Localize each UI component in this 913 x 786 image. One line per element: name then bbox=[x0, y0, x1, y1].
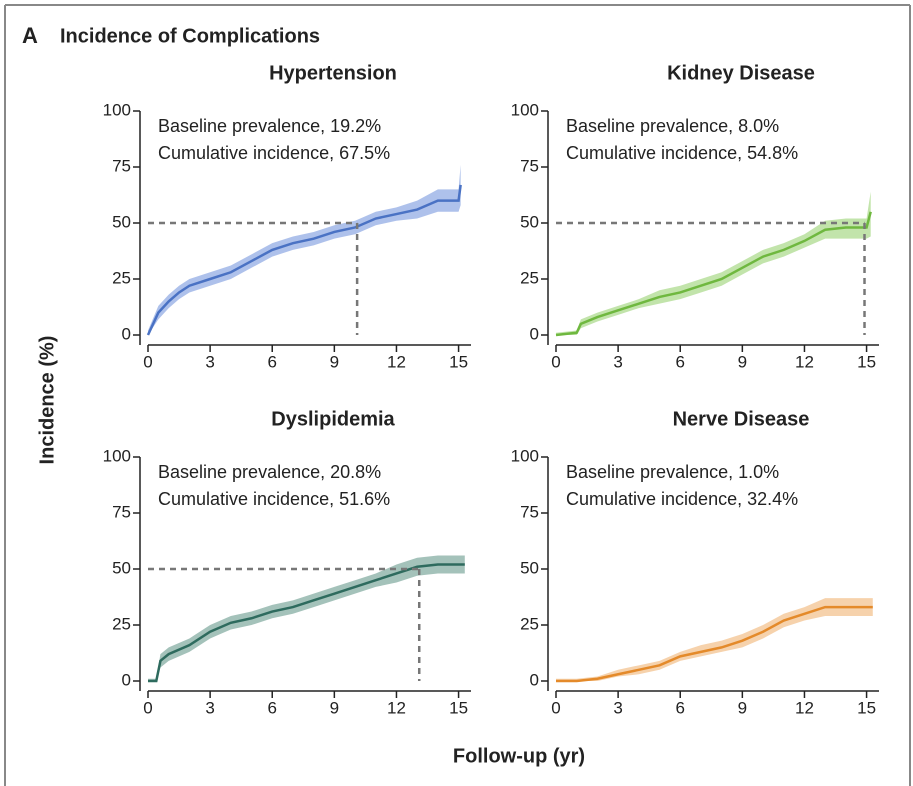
panel-label: A bbox=[22, 23, 38, 48]
x-tick-label: 0 bbox=[551, 698, 560, 717]
x-tick-label: 12 bbox=[387, 698, 406, 717]
y-tick-label: 100 bbox=[103, 446, 131, 465]
y-tick-label: 25 bbox=[112, 268, 131, 287]
x-tick-label: 0 bbox=[143, 698, 152, 717]
confidence-band bbox=[148, 555, 465, 681]
incidence-line bbox=[148, 563, 465, 683]
x-tick-label: 3 bbox=[613, 352, 622, 371]
y-axis-label: Incidence (%) bbox=[36, 336, 58, 465]
x-tick-label: 15 bbox=[857, 352, 876, 371]
annotation: Baseline prevalence, 8.0% bbox=[566, 116, 779, 136]
y-tick-label: 25 bbox=[112, 614, 131, 633]
x-tick-label: 15 bbox=[449, 352, 468, 371]
x-tick-label: 6 bbox=[675, 698, 684, 717]
x-tick-label: 15 bbox=[449, 698, 468, 717]
annotation: Cumulative incidence, 32.4% bbox=[566, 489, 798, 509]
x-tick-label: 3 bbox=[613, 698, 622, 717]
x-tick-label: 0 bbox=[143, 352, 152, 371]
panel-title: Kidney Disease bbox=[667, 62, 815, 84]
x-tick-label: 9 bbox=[330, 352, 339, 371]
figure-title: Incidence of Complications bbox=[60, 25, 320, 47]
x-tick-label: 12 bbox=[795, 698, 814, 717]
y-tick-label: 100 bbox=[103, 100, 131, 119]
x-tick-label: 12 bbox=[387, 352, 406, 371]
x-axis-label: Follow-up (yr) bbox=[453, 745, 585, 767]
y-tick-label: 0 bbox=[530, 670, 539, 689]
panel-title: Nerve Disease bbox=[673, 408, 810, 430]
x-tick-label: 3 bbox=[205, 698, 214, 717]
x-tick-label: 6 bbox=[675, 352, 684, 371]
x-tick-label: 15 bbox=[857, 698, 876, 717]
x-tick-label: 9 bbox=[738, 352, 747, 371]
confidence-band bbox=[556, 191, 871, 335]
x-tick-label: 0 bbox=[551, 352, 560, 371]
y-tick-label: 75 bbox=[520, 502, 539, 521]
x-tick-label: 6 bbox=[267, 698, 276, 717]
annotation: Cumulative incidence, 54.8% bbox=[566, 143, 798, 163]
y-tick-label: 100 bbox=[511, 446, 539, 465]
incidence-line bbox=[555, 211, 872, 337]
x-tick-label: 9 bbox=[738, 698, 747, 717]
annotation: Baseline prevalence, 1.0% bbox=[566, 462, 779, 482]
panel-title: Hypertension bbox=[269, 62, 397, 84]
y-tick-label: 25 bbox=[520, 614, 539, 633]
y-tick-label: 0 bbox=[122, 324, 131, 343]
incidence-line bbox=[146, 184, 462, 336]
annotation: Cumulative incidence, 51.6% bbox=[158, 489, 390, 509]
y-tick-label: 75 bbox=[112, 156, 131, 175]
y-tick-label: 50 bbox=[520, 558, 539, 577]
annotation: Cumulative incidence, 67.5% bbox=[158, 143, 390, 163]
panel-title: Dyslipidemia bbox=[271, 408, 395, 430]
confidence-band bbox=[556, 598, 873, 681]
y-tick-label: 75 bbox=[112, 502, 131, 521]
y-tick-label: 75 bbox=[520, 156, 539, 175]
annotation: Baseline prevalence, 19.2% bbox=[158, 116, 381, 136]
y-tick-label: 0 bbox=[122, 670, 131, 689]
incidence-line bbox=[556, 605, 873, 683]
confidence-band bbox=[148, 164, 461, 335]
x-tick-label: 3 bbox=[205, 352, 214, 371]
x-tick-label: 9 bbox=[330, 698, 339, 717]
annotation: Baseline prevalence, 20.8% bbox=[158, 462, 381, 482]
y-tick-label: 50 bbox=[520, 212, 539, 231]
y-tick-label: 50 bbox=[112, 212, 131, 231]
y-tick-label: 100 bbox=[511, 100, 539, 119]
x-tick-label: 6 bbox=[267, 352, 276, 371]
y-tick-label: 25 bbox=[520, 268, 539, 287]
y-tick-label: 0 bbox=[530, 324, 539, 343]
y-tick-label: 50 bbox=[112, 558, 131, 577]
x-tick-label: 12 bbox=[795, 352, 814, 371]
